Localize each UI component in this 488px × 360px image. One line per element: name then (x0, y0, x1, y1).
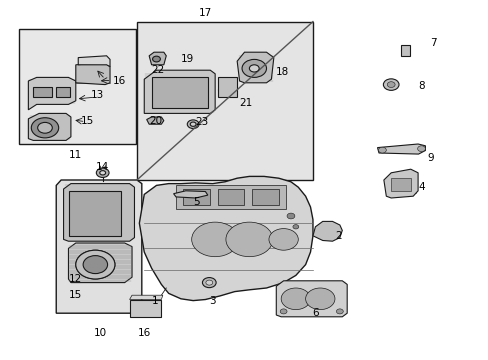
Polygon shape (146, 117, 163, 124)
Bar (129, 300, 161, 317)
Bar (176, 185, 285, 209)
Circle shape (76, 250, 115, 279)
Circle shape (383, 79, 398, 90)
Polygon shape (129, 295, 163, 300)
Text: 2: 2 (334, 231, 341, 241)
Text: 16: 16 (137, 328, 151, 338)
Polygon shape (383, 169, 417, 198)
Circle shape (242, 59, 266, 77)
Circle shape (191, 222, 238, 257)
Circle shape (202, 278, 216, 288)
Circle shape (187, 120, 199, 129)
Circle shape (76, 250, 115, 279)
Bar (19, 29, 136, 144)
Bar (390, 178, 410, 191)
Circle shape (281, 288, 310, 310)
Text: 3: 3 (209, 296, 216, 306)
Text: 16: 16 (112, 76, 125, 86)
Text: 11: 11 (69, 150, 82, 160)
Text: 5: 5 (193, 197, 200, 207)
Circle shape (336, 309, 343, 314)
Text: 1: 1 (152, 296, 159, 306)
Polygon shape (173, 191, 207, 198)
Polygon shape (276, 281, 346, 317)
Polygon shape (237, 52, 273, 83)
Text: 20: 20 (149, 116, 162, 126)
Circle shape (38, 122, 52, 133)
Polygon shape (78, 56, 110, 67)
Circle shape (280, 309, 286, 314)
Polygon shape (144, 70, 215, 113)
Circle shape (378, 147, 386, 153)
Circle shape (100, 171, 105, 175)
Bar (183, 189, 210, 205)
Text: 7: 7 (429, 38, 436, 48)
Polygon shape (377, 144, 425, 154)
Circle shape (268, 229, 298, 250)
Text: 17: 17 (198, 8, 212, 18)
Polygon shape (28, 77, 76, 110)
Text: 21: 21 (239, 98, 252, 108)
Polygon shape (76, 63, 110, 85)
Polygon shape (149, 52, 166, 65)
Polygon shape (63, 184, 134, 241)
Polygon shape (312, 221, 342, 241)
Circle shape (31, 118, 59, 138)
Text: 10: 10 (94, 328, 106, 338)
Circle shape (205, 280, 212, 285)
Circle shape (83, 256, 107, 274)
Text: 4: 4 (417, 182, 424, 192)
Bar (33, 87, 52, 97)
Bar (217, 77, 237, 97)
Text: 12: 12 (69, 274, 82, 284)
Polygon shape (139, 176, 312, 301)
Bar (217, 189, 244, 205)
Bar (400, 45, 409, 56)
Circle shape (386, 82, 394, 87)
Circle shape (84, 257, 106, 273)
Text: 9: 9 (427, 153, 434, 163)
Bar (69, 191, 121, 236)
Circle shape (417, 146, 425, 152)
Text: 8: 8 (417, 81, 424, 91)
Text: 19: 19 (181, 54, 194, 64)
Circle shape (249, 65, 259, 72)
Text: 15: 15 (69, 290, 82, 300)
Circle shape (190, 122, 196, 126)
Text: 6: 6 (311, 308, 318, 318)
Bar (137, 22, 312, 180)
Circle shape (286, 213, 294, 219)
Circle shape (292, 225, 298, 229)
Polygon shape (28, 113, 71, 140)
Polygon shape (68, 243, 132, 283)
Bar (251, 189, 278, 205)
Circle shape (152, 56, 160, 62)
Text: 23: 23 (195, 117, 208, 127)
Polygon shape (56, 180, 142, 313)
Text: 18: 18 (276, 67, 289, 77)
Text: 15: 15 (81, 116, 94, 126)
Circle shape (96, 168, 109, 177)
Bar (151, 77, 207, 108)
Text: 14: 14 (96, 162, 109, 172)
Circle shape (225, 222, 272, 257)
Text: 22: 22 (151, 65, 164, 75)
Bar (56, 87, 70, 97)
Text: 13: 13 (90, 90, 103, 100)
Circle shape (305, 288, 334, 310)
